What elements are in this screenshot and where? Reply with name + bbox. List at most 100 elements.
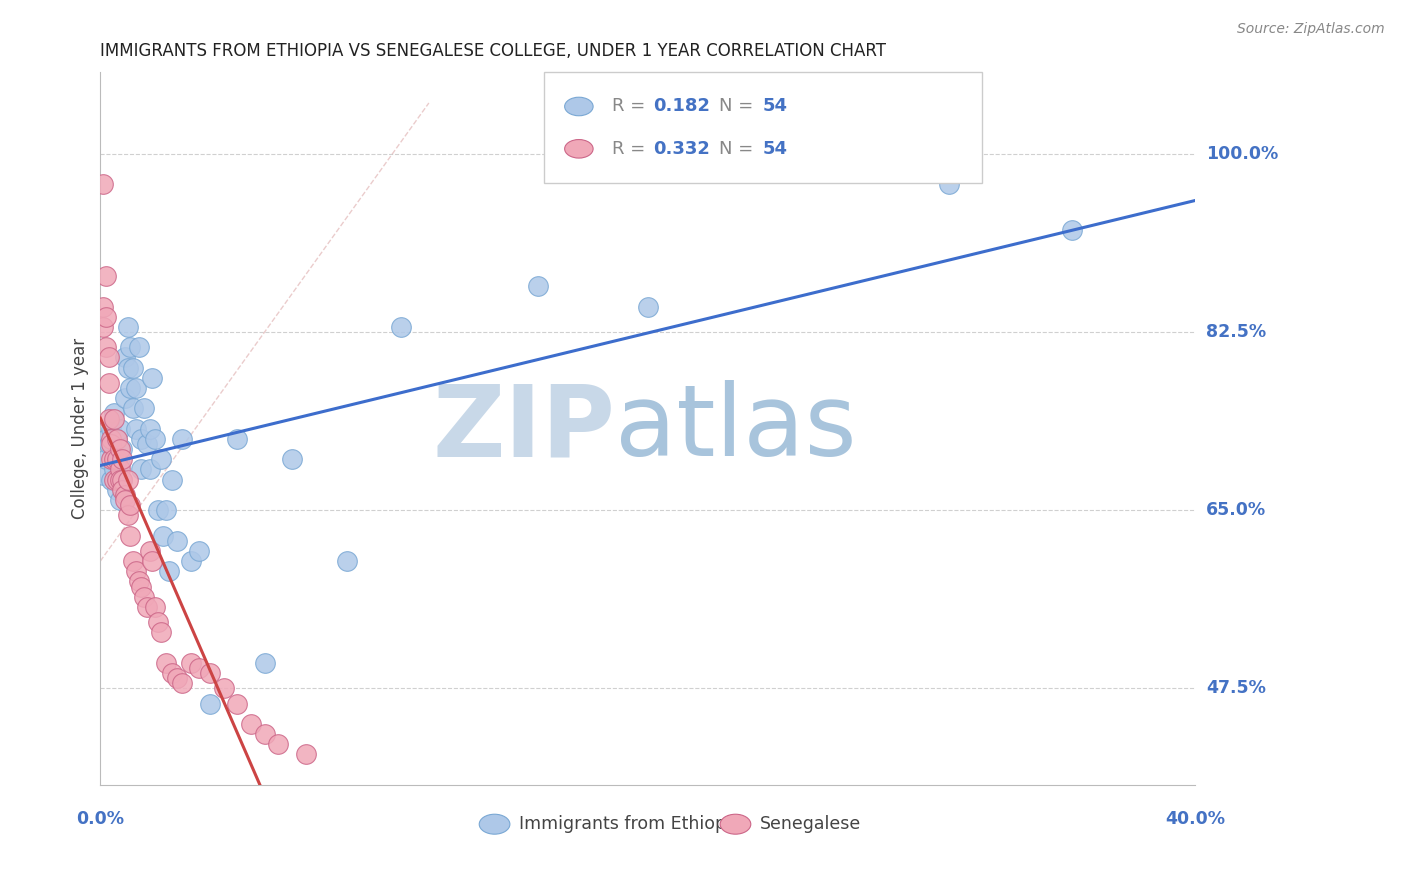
Point <box>100 473 122 487</box>
Text: 40.0%: 40.0% <box>1166 811 1226 829</box>
Point <box>253 656 276 670</box>
Point <box>128 574 150 589</box>
Point <box>172 676 194 690</box>
Point <box>155 503 177 517</box>
Point <box>172 432 194 446</box>
Point <box>117 508 139 523</box>
Point <box>100 432 122 446</box>
Point <box>637 300 659 314</box>
Point <box>239 717 262 731</box>
Point <box>122 401 145 416</box>
Text: 54: 54 <box>763 140 787 158</box>
Point <box>103 407 125 421</box>
Point <box>105 483 128 497</box>
Point <box>114 488 136 502</box>
Point <box>152 528 174 542</box>
Point <box>122 554 145 568</box>
Point <box>111 473 134 487</box>
Point <box>97 351 120 365</box>
Point <box>131 432 153 446</box>
Text: N =: N = <box>718 140 759 158</box>
Text: 54: 54 <box>763 97 787 115</box>
Point <box>103 462 125 476</box>
Point <box>108 493 131 508</box>
Point <box>117 320 139 334</box>
Text: 100.0%: 100.0% <box>1206 145 1278 163</box>
Point <box>103 473 125 487</box>
Y-axis label: College, Under 1 year: College, Under 1 year <box>72 338 89 519</box>
Point <box>111 452 134 467</box>
Text: 47.5%: 47.5% <box>1206 680 1267 698</box>
Point <box>111 473 134 487</box>
Point <box>100 422 122 436</box>
Point <box>91 320 114 334</box>
Point <box>187 661 209 675</box>
Point <box>91 178 114 192</box>
Point <box>91 467 114 482</box>
Point <box>155 656 177 670</box>
Point <box>149 625 172 640</box>
Point <box>134 590 156 604</box>
Circle shape <box>565 139 593 158</box>
Point <box>146 503 169 517</box>
Text: 0.0%: 0.0% <box>76 811 124 829</box>
Point <box>141 554 163 568</box>
Point <box>336 554 359 568</box>
Point <box>226 432 249 446</box>
Point <box>97 437 120 451</box>
Circle shape <box>479 814 510 834</box>
Point <box>94 268 117 283</box>
Point <box>117 360 139 375</box>
Point <box>111 483 134 497</box>
Text: 65.0%: 65.0% <box>1206 501 1267 519</box>
Text: 0.332: 0.332 <box>654 140 710 158</box>
Text: Senegalese: Senegalese <box>759 815 860 833</box>
Point <box>94 340 117 354</box>
Point <box>120 498 142 512</box>
Point <box>138 462 160 476</box>
Point <box>114 493 136 508</box>
Point <box>94 310 117 324</box>
Point <box>141 371 163 385</box>
Point <box>134 401 156 416</box>
Point <box>180 656 202 670</box>
Point <box>187 544 209 558</box>
Text: N =: N = <box>718 97 759 115</box>
Point <box>180 554 202 568</box>
Point <box>120 340 142 354</box>
Point <box>94 452 117 467</box>
Point <box>267 737 290 751</box>
Point <box>131 462 153 476</box>
Point <box>131 580 153 594</box>
Point <box>1062 223 1084 237</box>
Point <box>938 178 960 192</box>
Point <box>125 564 148 578</box>
Circle shape <box>565 97 593 116</box>
Text: Immigrants from Ethiopia: Immigrants from Ethiopia <box>519 815 741 833</box>
Point <box>114 351 136 365</box>
Text: Source: ZipAtlas.com: Source: ZipAtlas.com <box>1237 22 1385 37</box>
Point <box>149 452 172 467</box>
Point <box>146 615 169 629</box>
Point <box>135 599 157 614</box>
Point <box>125 381 148 395</box>
Point <box>94 432 117 446</box>
Point <box>117 473 139 487</box>
Point <box>294 747 316 762</box>
Text: ZIP: ZIP <box>432 380 614 477</box>
Point <box>125 422 148 436</box>
Point <box>226 697 249 711</box>
FancyBboxPatch shape <box>544 72 981 183</box>
Point <box>105 473 128 487</box>
Point <box>160 666 183 681</box>
Point <box>108 473 131 487</box>
Point <box>122 360 145 375</box>
Point <box>143 599 166 614</box>
Point <box>100 452 122 467</box>
Point <box>135 437 157 451</box>
Point <box>105 452 128 467</box>
Circle shape <box>720 814 751 834</box>
Point <box>120 528 142 542</box>
Text: IMMIGRANTS FROM ETHIOPIA VS SENEGALESE COLLEGE, UNDER 1 YEAR CORRELATION CHART: IMMIGRANTS FROM ETHIOPIA VS SENEGALESE C… <box>100 42 886 60</box>
Point <box>100 437 122 451</box>
